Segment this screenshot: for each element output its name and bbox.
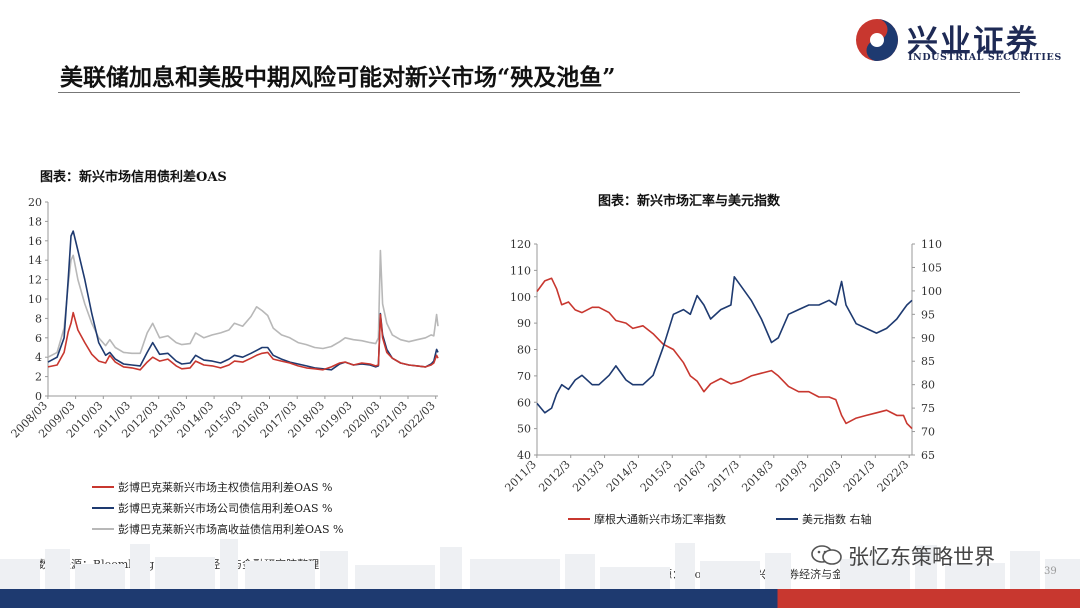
series-line-1 [536, 277, 913, 430]
legend-label-1: 彭博巴克莱新兴市场主权债信用利差OAS % [118, 480, 332, 494]
y2-tick-label: 65 [921, 449, 935, 462]
y-tick-label: 10 [28, 293, 42, 306]
legend-label-2: 彭博巴克莱新兴市场公司债信用利差OAS % [118, 501, 332, 515]
chart-2-x-axis: 2011/32012/32013/32014/32015/32016/32017… [502, 454, 912, 495]
x-tick-label: 2012/3 [536, 458, 573, 495]
y2-tick-label: 105 [921, 261, 942, 274]
y-tick-label: 14 [28, 254, 42, 267]
y2-tick-label: 75 [921, 402, 935, 415]
legend-label-2: 美元指数 右轴 [802, 512, 872, 526]
y-tick-label: 8 [35, 312, 42, 325]
y-tick-label: 90 [517, 317, 531, 330]
y-tick-label: 120 [510, 238, 531, 251]
x-tick-label: 2021/3 [841, 458, 878, 495]
y-tick-label: 12 [28, 274, 42, 287]
logo-text-cn: 兴业证券 [907, 24, 1039, 60]
watermark-text: 张忆东策略世界 [848, 545, 995, 569]
chart-2-y-axis-right: 65 70 75 80 85 90 95 100 105 110 [911, 238, 942, 462]
bottom-brand-bar [0, 589, 1080, 608]
wechat-icon [811, 545, 842, 565]
y-tick-label: 4 [35, 351, 42, 364]
x-tick-label: 2016/3 [672, 458, 709, 495]
y-tick-label: 60 [517, 396, 531, 409]
y2-tick-label: 110 [921, 238, 942, 251]
y-tick-label: 80 [517, 344, 531, 357]
title-divider [58, 92, 1020, 93]
x-tick-label: 2020/3 [807, 458, 844, 495]
legend-label-1: 摩根大通新兴市场汇率指数 [594, 512, 726, 526]
y2-tick-label: 100 [921, 285, 942, 298]
series-line-2 [536, 275, 913, 414]
page-number: 39 [1044, 566, 1057, 577]
y-tick-label: 70 [517, 370, 531, 383]
x-tick-label: 2011/3 [502, 458, 539, 495]
y2-tick-label: 70 [921, 426, 935, 439]
y-tick-label: 20 [28, 196, 42, 209]
y2-tick-label: 95 [921, 308, 935, 321]
y-tick-label: 50 [517, 423, 531, 436]
chart-1-legend: 彭博巴克莱新兴市场主权债信用利差OAS % 彭博巴克莱新兴市场公司债信用利差OAS… [92, 480, 343, 536]
y-tick-label: 0 [35, 390, 42, 403]
y2-tick-label: 85 [921, 355, 935, 368]
chart-1-y-axis: 0 2 4 6 8 10 12 14 16 18 20 [28, 196, 49, 403]
page-title: 美联储加息和美股中期风险可能对新兴市场“殃及池鱼” [60, 64, 616, 91]
x-tick-label: 2022/3 [875, 458, 912, 495]
x-tick-label: 2014/3 [604, 458, 641, 495]
y-tick-label: 16 [28, 235, 42, 248]
chart-1-series [47, 230, 439, 371]
chart-1-title: 图表：新兴市场信用债利差OAS [40, 170, 227, 185]
x-tick-label: 2018/3 [739, 458, 776, 495]
y-tick-label: 18 [28, 215, 42, 228]
y-tick-label: 2 [35, 371, 42, 384]
chart-2-title: 图表：新兴市场汇率与美元指数 [598, 194, 781, 209]
y-tick-label: 100 [510, 291, 531, 304]
y-tick-label: 40 [517, 449, 531, 462]
skyline-decoration [0, 539, 1080, 589]
x-tick-label: 2015/3 [638, 458, 675, 495]
series-line-3 [47, 249, 439, 358]
logo-text-en: INDUSTRIAL SECURITIES [908, 52, 1062, 63]
y2-tick-label: 90 [921, 332, 935, 345]
company-logo: 兴业证券 INDUSTRIAL SECURITIES [855, 14, 1070, 66]
series-line-1 [47, 311, 439, 371]
x-tick-label: 2019/3 [773, 458, 810, 495]
chart-2-legend: 摩根大通新兴市场汇率指数 美元指数 右轴 [568, 512, 872, 526]
x-tick-label: 2013/3 [570, 458, 607, 495]
chart-2-y-axis-left: 40 50 60 70 80 90 100 110 120 [510, 238, 538, 462]
y2-tick-label: 80 [921, 379, 935, 392]
legend-label-3: 彭博巴克莱新兴市场高收益债信用利差OAS % [118, 522, 343, 536]
chart-2-series [536, 275, 913, 430]
logo-mark-icon [856, 19, 898, 61]
y-tick-label: 110 [510, 264, 531, 277]
x-tick-label: 2017/3 [706, 458, 743, 495]
y-tick-label: 6 [35, 332, 42, 345]
